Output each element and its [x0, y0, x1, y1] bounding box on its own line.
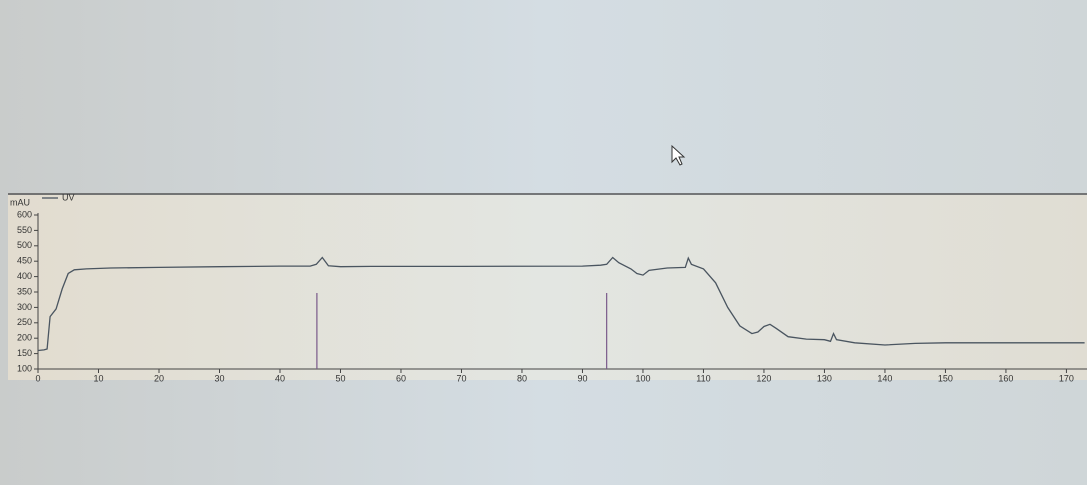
x-tick-label: 90	[577, 373, 587, 383]
y-tick-label: 100	[17, 363, 32, 373]
mouse-cursor	[671, 144, 686, 166]
x-tick-label: 120	[756, 373, 771, 383]
data-line	[37, 256, 1085, 352]
y-tick-label: 500	[17, 240, 32, 250]
x-tick-label: 110	[696, 373, 710, 383]
x-tick-label: 100	[635, 373, 650, 383]
y-tick-label: 300	[17, 302, 32, 312]
x-tick-label: 60	[396, 373, 406, 383]
y-axis-label: mAU	[10, 197, 30, 207]
x-tick-label: 20	[154, 373, 164, 383]
x-tick-label: 160	[998, 373, 1013, 383]
y-tick-label: 450	[17, 256, 32, 266]
y-tick-label: 600	[17, 209, 32, 219]
y-tick-label: 150	[17, 348, 32, 358]
x-tick-label: 150	[938, 373, 953, 383]
y-tick-label: 250	[17, 317, 32, 327]
x-tick-label: 130	[817, 373, 832, 383]
x-tick-label: 30	[214, 373, 224, 383]
plot-panel	[8, 195, 1087, 380]
y-tick-label: 400	[17, 271, 32, 281]
y-tick-label: 350	[17, 286, 32, 296]
x-tick-label: 0	[35, 373, 40, 383]
x-tick-label: 40	[275, 373, 285, 383]
legend-label: UV	[62, 192, 75, 202]
x-tick-label: 10	[93, 373, 103, 383]
x-tick-label: 170	[1059, 373, 1074, 383]
x-tick-label: 80	[517, 373, 527, 383]
x-tick-label: 50	[335, 373, 345, 383]
y-tick-label: 200	[17, 333, 32, 343]
x-tick-label: 140	[877, 373, 892, 383]
x-tick-label: 70	[456, 373, 466, 383]
y-tick-label: 550	[17, 225, 32, 235]
